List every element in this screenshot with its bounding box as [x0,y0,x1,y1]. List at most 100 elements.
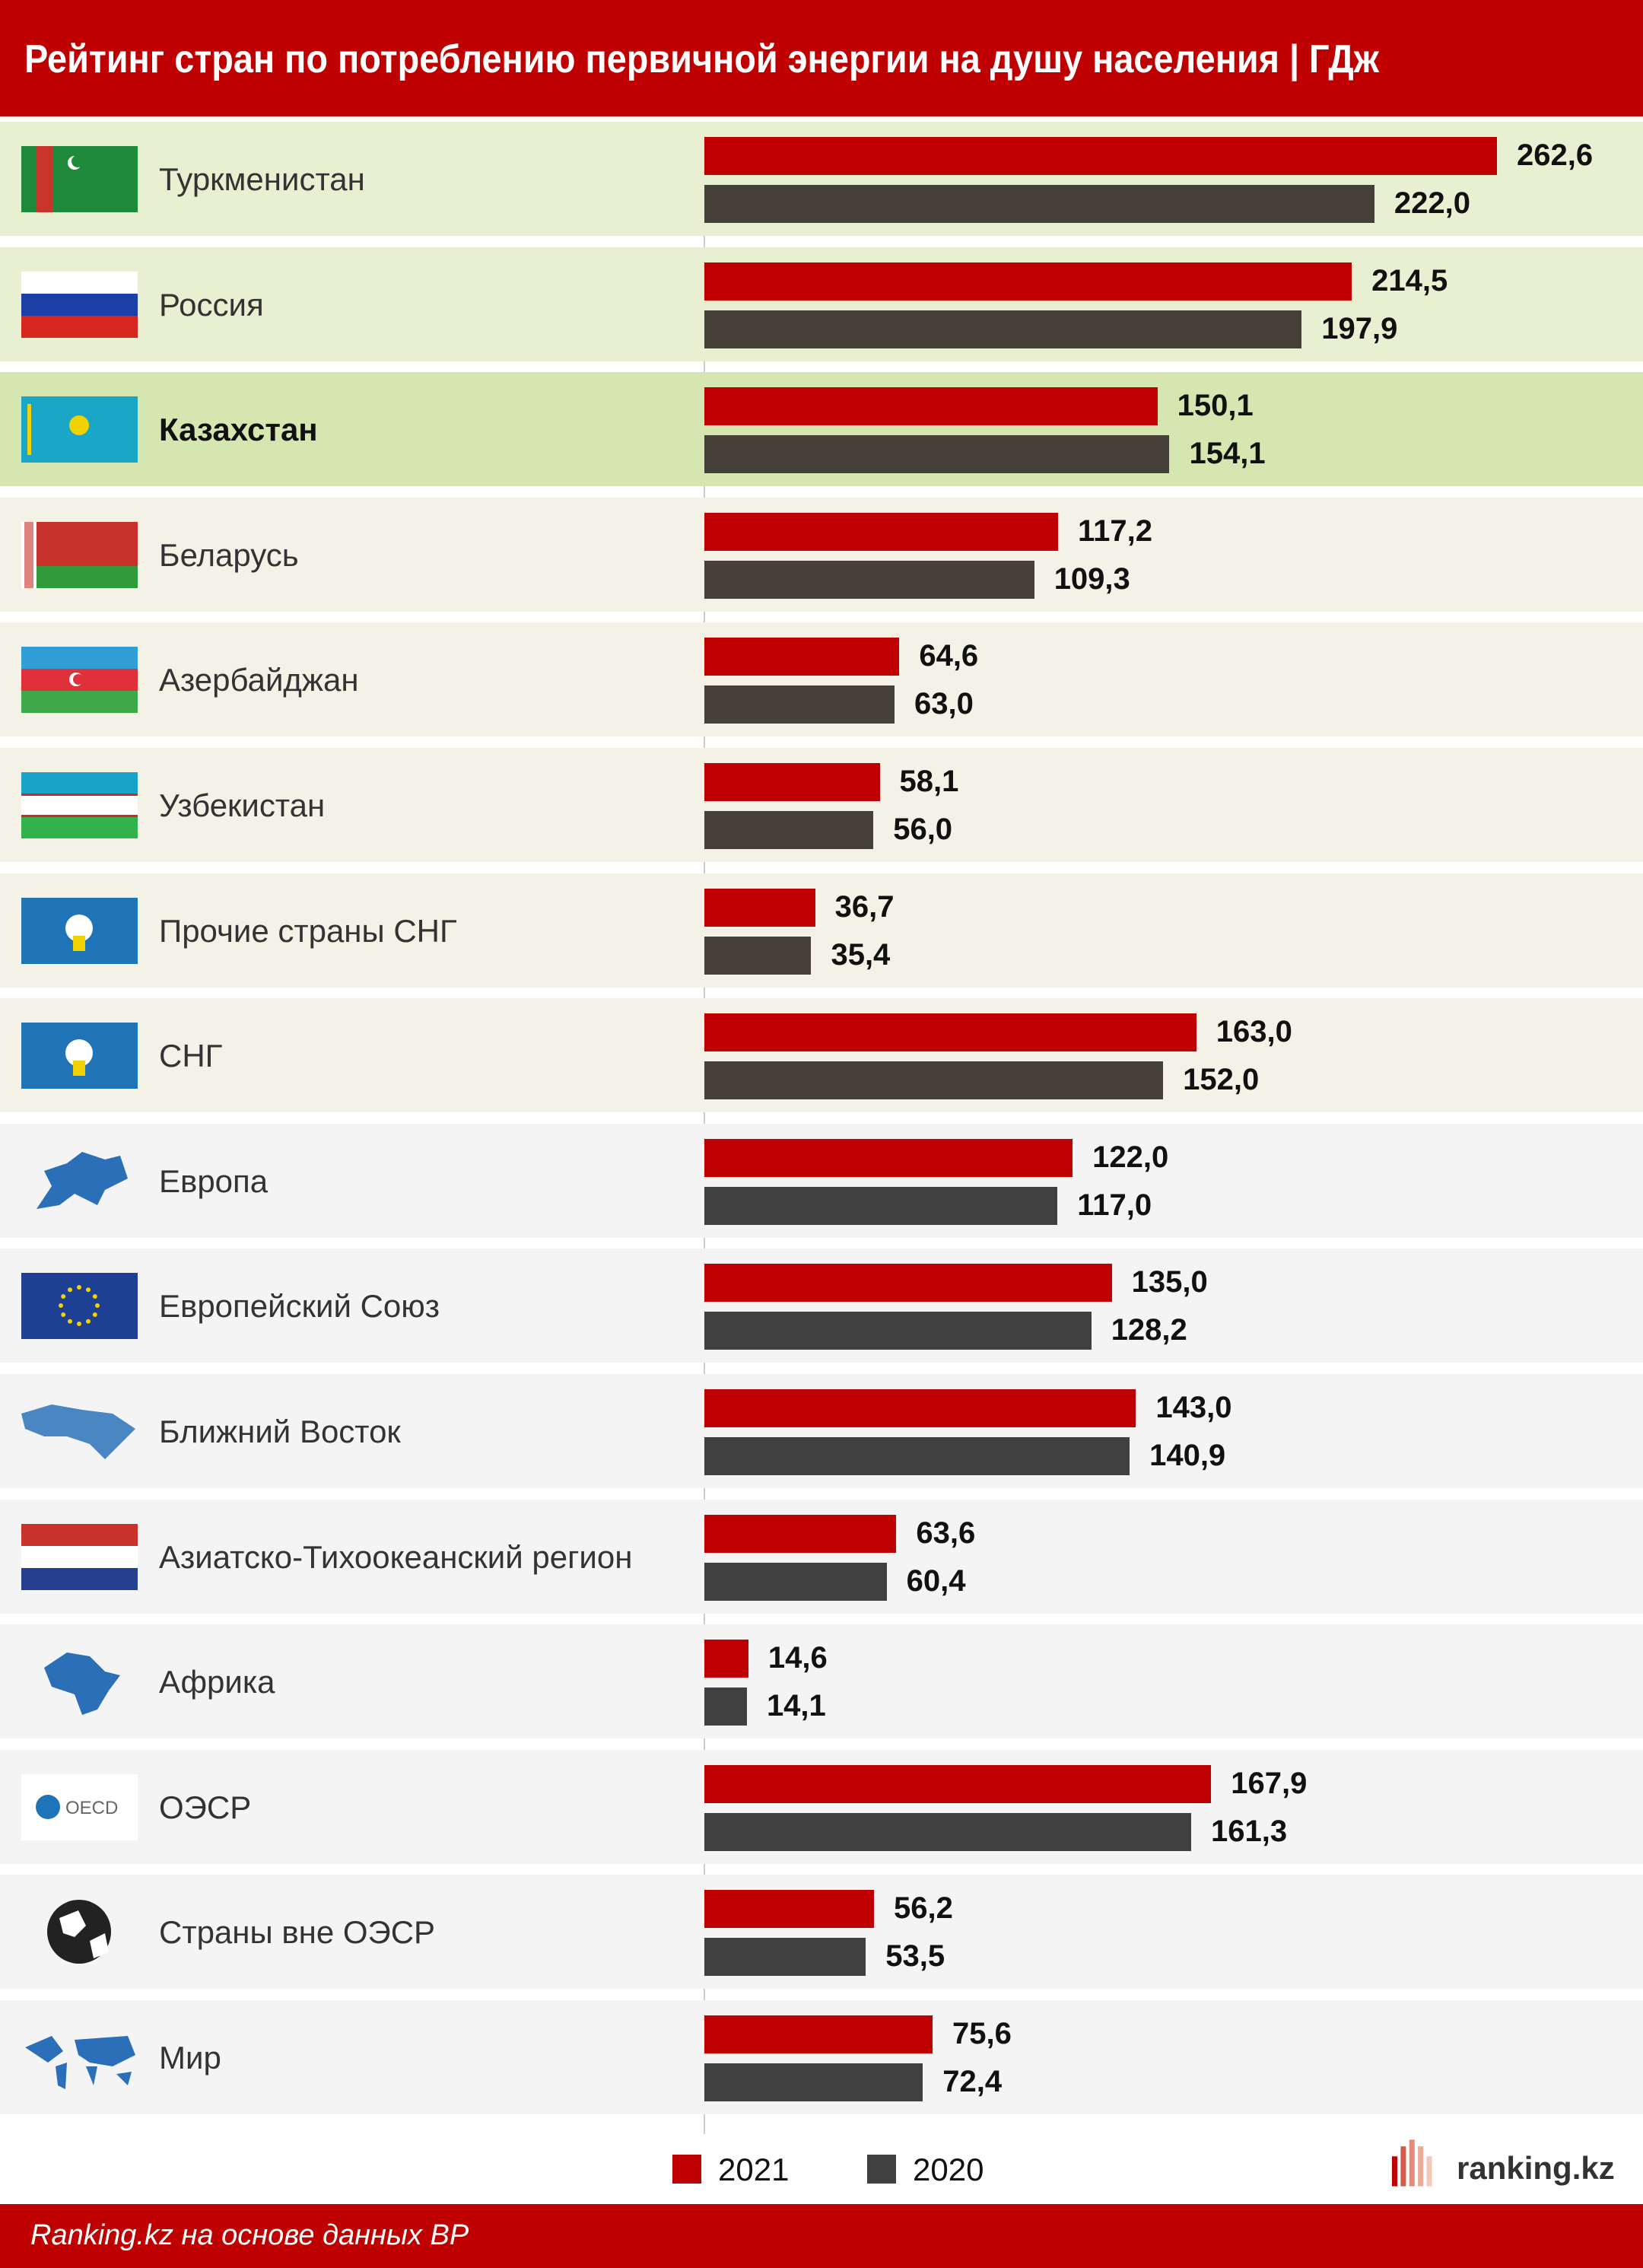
legend-swatch-2020 [867,2155,896,2184]
row-туркменистан: Туркменистан 262,6 222,0 [0,122,1643,236]
category-label: Мир [159,2040,221,2076]
row-ближний-восток: Ближний Восток 143,0 140,9 [0,1374,1643,1488]
value-label-2020: 63,0 [914,687,974,721]
value-label-2021: 64,6 [919,639,979,673]
globe-icon [47,1900,111,1964]
row-казахстан: Казахстан 150,1 154,1 [0,372,1643,487]
category-label: Страны вне ОЭСР [159,1914,436,1951]
bar-2021 [704,387,1158,426]
bar-2021 [704,1764,1212,1803]
value-label-2020: 117,0 [1077,1188,1152,1222]
bar-2021 [704,638,900,676]
legend-label-2020: 2020 [913,2152,984,2187]
ranking-logo-icon [1392,2139,1432,2187]
bar-2021 [704,2015,933,2053]
category-label: Азиатско-Тихоокеанский регион [159,1538,633,1575]
svg-text:OECD: OECD [65,1798,118,1818]
row-азиатско-тихоокеанский-регион: Азиатско-Тихоокеанский регион 63,6 60,4 [0,1499,1643,1614]
value-label-2020: 56,0 [893,813,953,846]
category-label: Казахстан [159,412,318,448]
middle-east-map-icon [21,1404,135,1459]
asia-pacific-stripes-icon [21,1523,138,1590]
value-label-2020: 152,0 [1183,1063,1260,1097]
value-label-2020: 222,0 [1394,186,1470,220]
bar-2021 [704,1264,1112,1303]
value-label-2020: 154,1 [1189,437,1266,471]
category-label: Азербайджан [159,662,359,698]
value-label-2021: 150,1 [1177,389,1254,423]
bar-2021 [704,1138,1073,1177]
bar-2021 [704,1890,874,1929]
africa-map-icon [44,1652,120,1716]
value-label-2020: 128,2 [1111,1313,1187,1347]
europe-map-icon [37,1151,128,1209]
value-label-2021: 36,7 [834,889,895,924]
value-label-2020: 72,4 [942,2065,1003,2098]
row-беларусь: Беларусь 117,2 109,3 [0,497,1643,612]
value-label-2020: 161,3 [1211,1814,1288,1848]
footer: Ranking.kz на основе данных BP [0,2204,1643,2268]
value-label-2021: 14,6 [767,1641,828,1675]
category-label: Узбекистан [159,787,326,823]
bar-2020 [704,310,1302,348]
bar-2020 [704,1061,1164,1100]
value-label-2021: 63,6 [916,1516,976,1550]
category-label: Ближний Восток [159,1414,401,1449]
row-прочие-страны-снг: Прочие страны СНГ 36,7 35,4 [0,873,1643,988]
value-label-2021: 58,1 [899,765,959,798]
bar-2020 [704,185,1374,223]
flag-belarus-icon [21,521,138,588]
category-label: СНГ [159,1038,223,1074]
value-label-2021: 167,9 [1231,1766,1308,1800]
value-label-2021: 56,2 [894,1891,953,1926]
flag-russia-icon [21,271,138,338]
bar-2020 [704,1938,866,1977]
legend-swatch-2021 [672,2155,701,2184]
header: Рейтинг стран по потреблению первичной э… [0,0,1643,116]
row-европейский-союз: Европейский Союз 135,0 128,2 [0,1249,1643,1363]
bar-2021 [704,1514,897,1553]
category-label: Беларусь [159,536,299,573]
bar-2020 [704,1437,1130,1475]
value-label-2020: 35,4 [831,937,891,972]
row-узбекистан: Узбекистан 58,1 56,0 [0,748,1643,862]
world-map-icon [25,2036,135,2089]
value-label-2020: 197,9 [1321,311,1398,345]
oecd-logo-icon: OECD [21,1773,138,1840]
row-африка: Африка 14,6 14,1 [0,1624,1643,1739]
category-label: Европейский Союз [159,1288,440,1325]
row-европа: Европа 122,0 117,0 [0,1123,1643,1238]
category-label: Африка [159,1664,275,1700]
bar-2021 [704,137,1497,175]
bar-2020 [704,2063,923,2101]
bar-2021 [704,763,880,801]
source-note: Ranking.kz на основе данных BP [30,2219,469,2251]
bar-2020 [704,811,874,849]
cis-emblem-icon [21,897,138,964]
value-label-2021: 163,0 [1216,1015,1292,1049]
bar-2021 [704,512,1059,551]
bar-2020 [704,1312,1092,1350]
bar-2021 [704,1640,748,1678]
bar-2020 [704,1687,747,1726]
bar-2020 [704,685,895,724]
flag-azerbaijan-icon [21,647,138,714]
value-label-2021: 117,2 [1078,514,1152,548]
legend: 2021 2020 [0,2146,1643,2191]
row-россия: Россия 214,5 197,9 [0,247,1643,361]
category-label: Туркменистан [159,161,365,197]
value-label-2021: 214,5 [1371,263,1448,297]
row-оэср: OECD ОЭСР 167,9 161,3 [0,1749,1643,1864]
row-мир: Мир 75,6 72,4 [0,2000,1643,2114]
bar-2021 [704,1389,1136,1427]
cis-emblem-icon [21,1023,138,1089]
value-label-2021: 135,0 [1131,1265,1208,1299]
value-label-2020: 60,4 [906,1563,966,1598]
bar-2020 [704,1562,887,1601]
flag-uzbekistan-icon [21,772,138,838]
value-label-2021: 262,6 [1516,138,1594,172]
chart-title: Рейтинг стран по потреблению первичной э… [24,37,1379,81]
bar-2021 [704,888,815,927]
row-страны-вне-оэср: Страны вне ОЭСР 56,2 53,5 [0,1875,1643,1990]
value-label-2020: 109,3 [1053,561,1130,596]
